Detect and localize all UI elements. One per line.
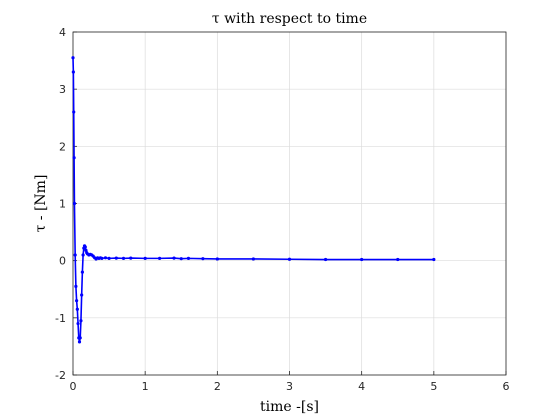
x-tick-label: 2: [214, 380, 221, 393]
series-point: [79, 319, 83, 323]
series-point: [215, 257, 219, 261]
y-tick-label: 0: [59, 255, 66, 268]
series-point: [74, 284, 78, 288]
series-point: [432, 257, 436, 262]
series-point: [396, 257, 400, 262]
series-point: [143, 256, 147, 260]
series-point: [83, 245, 87, 249]
x-tick-label: 5: [430, 380, 437, 393]
x-tick-label: 0: [70, 380, 77, 393]
series-point: [201, 257, 205, 261]
series-point: [81, 253, 85, 257]
series-point: [360, 257, 364, 262]
series-point: [71, 70, 75, 74]
series-point: [103, 256, 108, 260]
series-point: [72, 201, 77, 206]
x-axis-label: time -[s]: [260, 399, 319, 415]
series-point: [251, 257, 256, 261]
series-point: [121, 256, 126, 260]
series-point: [323, 257, 328, 262]
series-point: [100, 256, 104, 260]
series-point: [179, 257, 183, 261]
series-point: [129, 256, 133, 260]
x-tick-label: 3: [286, 380, 293, 393]
series-point: [172, 256, 176, 260]
y-tick-label: 1: [59, 198, 66, 211]
series-point: [158, 256, 162, 260]
x-tick-label: 6: [503, 380, 510, 393]
series-layer: [71, 56, 436, 344]
series-point: [80, 293, 84, 297]
series-point: [114, 256, 118, 260]
y-tick-label: 2: [59, 140, 66, 153]
series-point: [73, 253, 77, 257]
series-point: [71, 56, 75, 60]
chart-title: τ with respect to time: [212, 11, 367, 27]
series-point: [287, 257, 292, 261]
tick-layer: 0 1 2 3 4 5 6 -2 -1 0 1 2 3 4: [55, 26, 509, 393]
series-point: [72, 156, 76, 160]
series-point: [78, 336, 82, 340]
y-tick-label: 4: [59, 26, 66, 39]
series-point: [107, 256, 111, 260]
x-tick-label: 4: [358, 380, 365, 393]
series-point: [75, 307, 79, 311]
y-axis-label: τ - [Nm]: [33, 175, 49, 233]
y-tick-label: -1: [55, 312, 66, 325]
y-tick-label: 3: [59, 83, 66, 96]
x-tick-label: 1: [142, 380, 149, 393]
series-point: [186, 256, 191, 260]
series-point: [75, 299, 79, 303]
series-point: [80, 270, 84, 274]
series-point: [77, 340, 82, 344]
y-tick-label: -2: [55, 369, 66, 382]
series-point: [76, 321, 80, 326]
series-point: [72, 110, 76, 114]
